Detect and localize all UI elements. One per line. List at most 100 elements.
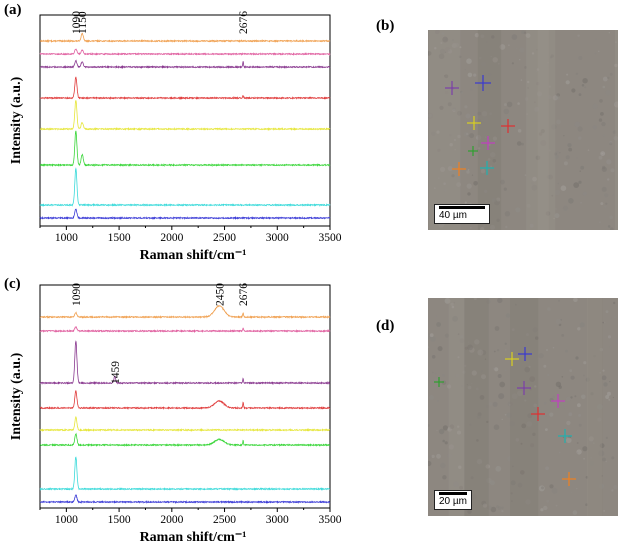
texture-speck: [442, 374, 445, 377]
texture-speck: [575, 157, 578, 159]
texture-speck: [612, 130, 617, 134]
texture-speck: [571, 88, 576, 93]
texture-speck: [584, 86, 587, 89]
texture-speck: [438, 428, 445, 435]
texture-speck: [477, 349, 484, 356]
texture-speck: [565, 155, 570, 160]
texture-band: [464, 298, 489, 516]
texture-speck: [429, 333, 434, 338]
texture-speck: [551, 194, 554, 197]
texture-speck: [609, 72, 613, 76]
texture-speck: [469, 133, 475, 139]
texture-speck: [520, 79, 523, 81]
texture-speck: [494, 326, 500, 331]
texture-speck: [566, 420, 571, 426]
texture-speck: [520, 442, 523, 445]
texture-speck: [464, 69, 466, 71]
texture-speck: [467, 341, 469, 343]
texture-speck: [599, 347, 603, 352]
texture-speck: [598, 450, 605, 457]
texture-speck: [524, 66, 527, 69]
texture-speck: [507, 456, 513, 462]
texture-speck: [504, 342, 507, 345]
peak-label: 1459: [110, 361, 122, 384]
texture-speck: [602, 165, 606, 170]
texture-speck: [467, 192, 471, 196]
texture-speck: [469, 423, 472, 426]
texture-speck: [435, 30, 440, 35]
texture-speck: [464, 364, 467, 367]
texture-speck: [485, 41, 488, 43]
texture-speck: [456, 182, 461, 188]
texture-speck: [481, 111, 488, 117]
texture-speck: [565, 80, 570, 85]
texture-speck: [486, 477, 492, 484]
micrograph-background: [428, 298, 618, 516]
spectrum-series: [39, 415, 331, 433]
peak-label: 1150: [77, 11, 89, 34]
texture-speck: [605, 310, 609, 313]
spectrum-series: [39, 59, 331, 69]
texture-speck: [467, 169, 470, 171]
texture-speck: [428, 112, 433, 119]
peak-label: 2450: [214, 283, 226, 306]
texture-speck: [452, 107, 456, 111]
texture-speck: [445, 91, 449, 95]
x-tick-label: 1500: [108, 232, 131, 244]
texture-speck: [449, 424, 455, 429]
texture-speck: [610, 227, 614, 230]
texture-speck: [489, 480, 495, 486]
texture-band: [477, 30, 502, 230]
texture-speck: [581, 394, 586, 400]
texture-speck: [475, 472, 477, 474]
texture-speck: [480, 161, 483, 163]
texture-speck: [505, 225, 508, 229]
texture-speck: [428, 455, 432, 459]
texture-speck: [478, 147, 481, 150]
texture-speck: [511, 34, 518, 40]
texture-speck: [457, 425, 460, 428]
texture-speck: [569, 369, 573, 372]
texture-speck: [451, 305, 455, 309]
texture-speck: [549, 56, 553, 59]
x-tick-label: 2000: [160, 232, 183, 244]
scale-bar-b: 40 µm: [434, 204, 490, 224]
texture-speck: [432, 371, 434, 374]
panel-label-d: (d): [376, 318, 395, 334]
texture-speck: [487, 158, 491, 161]
texture-speck: [613, 301, 616, 305]
texture-speck: [504, 413, 507, 416]
texture-speck: [613, 102, 617, 106]
spectrum-series: [39, 456, 331, 492]
texture-speck: [436, 429, 438, 432]
texture-speck: [526, 350, 531, 355]
texture-speck: [505, 313, 511, 318]
texture-speck: [577, 327, 581, 331]
texture-speck: [438, 53, 445, 60]
texture-speck: [536, 48, 538, 51]
spectrum-series: [39, 99, 331, 132]
texture-speck: [607, 225, 611, 228]
texture-speck: [566, 437, 572, 444]
texture-speck: [493, 424, 500, 430]
texture-speck: [485, 464, 490, 469]
texture-speck: [543, 505, 548, 511]
texture-speck: [494, 199, 500, 206]
texture-speck: [433, 378, 439, 384]
texture-speck: [436, 130, 440, 134]
texture-speck: [526, 421, 533, 427]
texture-speck: [545, 211, 551, 216]
texture-speck: [600, 112, 604, 116]
texture-speck: [517, 129, 522, 133]
texture-speck: [593, 354, 596, 358]
texture-speck: [583, 374, 585, 377]
texture-speck: [444, 333, 450, 338]
texture-speck: [538, 485, 545, 492]
texture-speck: [555, 208, 557, 210]
texture-speck: [509, 420, 515, 427]
spectrum-series: [39, 326, 331, 334]
texture-speck: [429, 395, 434, 400]
spectrum-series: [39, 167, 331, 207]
texture-speck: [440, 166, 446, 172]
texture-speck: [467, 344, 473, 351]
